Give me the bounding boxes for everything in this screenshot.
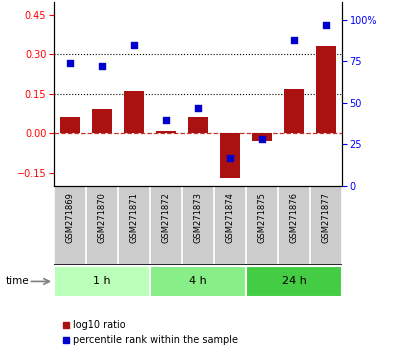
- Text: GSM271875: GSM271875: [258, 192, 266, 243]
- Point: [67, 60, 73, 66]
- Bar: [60, 117, 80, 133]
- Legend: log10 ratio, percentile rank within the sample: log10 ratio, percentile rank within the …: [59, 316, 242, 349]
- Bar: [92, 109, 112, 133]
- Bar: [150, 266, 246, 297]
- Text: time: time: [6, 276, 30, 286]
- Point: [131, 42, 137, 48]
- Bar: [246, 266, 342, 297]
- Text: 24 h: 24 h: [282, 276, 306, 286]
- Point: [227, 155, 233, 160]
- Text: GSM271874: GSM271874: [226, 192, 234, 243]
- Bar: [156, 131, 176, 133]
- Text: 1 h: 1 h: [93, 276, 111, 286]
- Bar: [188, 117, 208, 133]
- Point: [195, 105, 201, 111]
- Point: [259, 137, 265, 142]
- Point: [323, 22, 329, 28]
- Point: [291, 37, 297, 43]
- Text: 4 h: 4 h: [189, 276, 207, 286]
- Text: GSM271869: GSM271869: [66, 192, 74, 243]
- Text: GSM271872: GSM271872: [162, 192, 170, 243]
- Text: GSM271871: GSM271871: [130, 192, 138, 243]
- Bar: [316, 46, 336, 133]
- Point: [163, 117, 169, 122]
- Bar: [124, 91, 144, 133]
- Point: [99, 64, 105, 69]
- Bar: [220, 133, 240, 178]
- Bar: [252, 133, 272, 141]
- Text: GSM271870: GSM271870: [98, 192, 106, 243]
- Bar: [284, 88, 304, 133]
- Text: GSM271877: GSM271877: [322, 192, 330, 243]
- Text: GSM271873: GSM271873: [194, 192, 202, 243]
- Text: GSM271876: GSM271876: [290, 192, 298, 243]
- Bar: [54, 266, 150, 297]
